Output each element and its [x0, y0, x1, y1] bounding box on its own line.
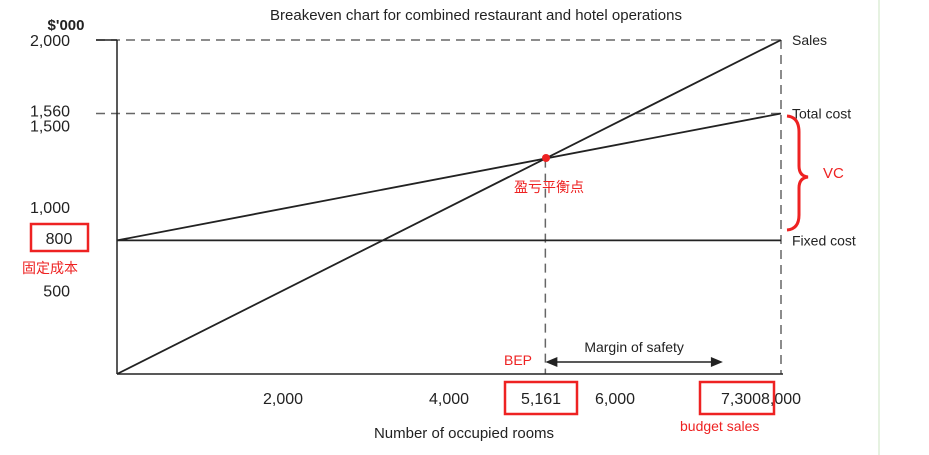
x-tick-label: 6,000 — [595, 391, 635, 408]
y-tick-label: 1,560 — [30, 103, 70, 120]
series-lines — [116, 39, 782, 375]
bep-label: BEP — [504, 352, 532, 368]
vc-brace — [786, 114, 809, 232]
series-labels: Sales Total cost Fixed cost — [792, 32, 856, 248]
red-annotations: 800 固定成本 盈亏平衡点 VC BEP 5,161 7,300 budget… — [22, 114, 844, 434]
margin-of-safety: Margin of safety — [545, 339, 723, 367]
series-label-sales: Sales — [792, 32, 827, 48]
series-label-fixed-cost: Fixed cost — [792, 232, 856, 248]
x-tick-label: 8,000 — [761, 391, 801, 408]
x-axis-label: Number of occupied rooms — [374, 425, 554, 442]
y-tick-label: 2,000 — [30, 33, 70, 50]
fixed-cost-highlight-box — [29, 222, 90, 253]
x-tick-label: 2,000 — [263, 391, 303, 408]
chart-title: Breakeven chart for combined restaurant … — [270, 7, 682, 24]
series-line-total-cost — [116, 112, 782, 242]
y-tick-label: 1,500 — [30, 119, 70, 136]
fixed-cost-value: 800 — [46, 231, 73, 248]
budget-highlight-box — [698, 380, 776, 416]
y-axis-label: $'000 — [48, 17, 85, 34]
y-tick-label: 500 — [43, 284, 70, 301]
budget-sales-label: budget sales — [680, 418, 759, 434]
bep-highlight-box — [503, 380, 579, 416]
series-label-total-cost: Total cost — [792, 105, 851, 121]
reference-lines — [96, 39, 782, 374]
fixed-cost-cn-label: 固定成本 — [22, 260, 78, 276]
breakeven-point-marker — [542, 154, 550, 162]
breakeven-cn-label: 盈亏平衡点 — [514, 179, 584, 195]
bep-value: 5,161 — [521, 391, 561, 408]
margin-of-safety-arrowhead-left — [545, 357, 558, 367]
vc-label: VC — [823, 165, 844, 182]
axes — [116, 40, 783, 375]
page-margin — [878, 0, 929, 455]
x-tick-label: 4,000 — [429, 391, 469, 408]
margin-of-safety-label: Margin of safety — [584, 339, 684, 355]
y-tick-label: 1,000 — [30, 200, 70, 217]
budget-value: 7,300 — [721, 391, 761, 408]
margin-of-safety-arrowhead-right — [710, 357, 723, 367]
series-line-sales — [116, 39, 782, 375]
